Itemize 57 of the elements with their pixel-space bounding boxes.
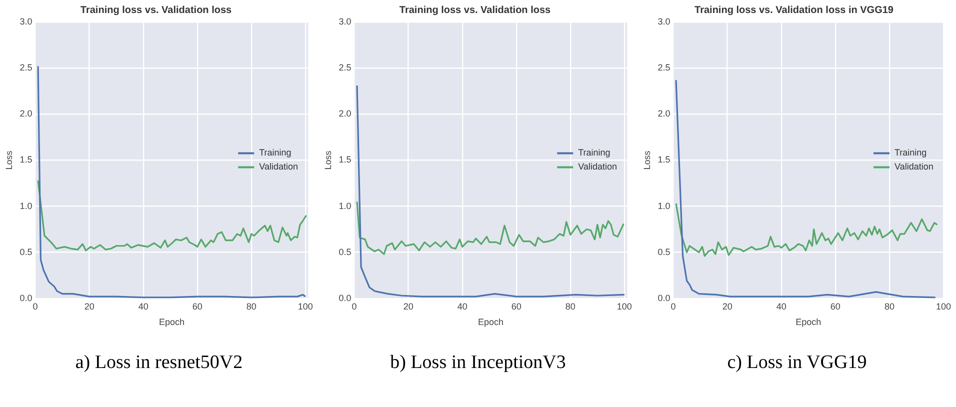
legend-label: Training — [259, 148, 292, 158]
y-tick-label: 3.0 — [338, 16, 352, 26]
x-tick-label: 40 — [457, 301, 468, 312]
y-tick-label: 2.0 — [20, 108, 32, 119]
y-tick-label: 1.0 — [658, 200, 670, 211]
legend-label: Validation — [259, 162, 298, 172]
x-tick-label: 0 — [32, 301, 38, 312]
y-axis-title: Loss — [4, 150, 14, 170]
chart-title: Training loss vs. Validation loss — [399, 4, 552, 16]
text: a) Loss in resnet50V2 — [74, 352, 244, 374]
x-tick-label: 40 — [776, 301, 786, 312]
y-axis-title: Loss — [642, 150, 652, 170]
x-axis-title: Epoch — [158, 317, 184, 328]
y-tick-label: 2.0 — [338, 108, 352, 119]
x-tick-label: 60 — [830, 301, 840, 312]
x-tick-label: 80 — [884, 301, 894, 312]
y-axis-title: Loss — [322, 150, 333, 170]
x-tick-label: 0 — [670, 301, 676, 312]
x-tick-label: 60 — [511, 301, 522, 312]
y-tick-label: 2.0 — [658, 108, 670, 119]
x-tick-label: 20 — [403, 301, 414, 312]
y-tick-label: 0.5 — [338, 246, 352, 257]
x-tick-label: 80 — [565, 301, 576, 312]
x-axis-title: Epoch — [478, 317, 504, 328]
y-tick-label: 0.5 — [658, 246, 670, 257]
y-tick-label: 1.5 — [20, 154, 32, 165]
legend-label: Training — [578, 148, 610, 158]
y-tick-label: 3.0 — [658, 16, 670, 26]
legend-label: Training — [894, 148, 927, 158]
text: c) Loss in VGG19 — [726, 352, 868, 374]
y-tick-label: 2.5 — [658, 62, 670, 73]
y-tick-label: 0.0 — [658, 292, 670, 303]
y-tick-label: 0.0 — [20, 292, 32, 303]
legend-label: Validation — [578, 162, 618, 172]
y-tick-label: 0.5 — [20, 246, 32, 257]
y-tick-label: 3.0 — [20, 16, 32, 26]
x-tick-label: 100 — [298, 301, 313, 312]
x-tick-label: 100 — [936, 301, 952, 312]
x-tick-label: 20 — [84, 301, 94, 312]
y-tick-label: 1.5 — [658, 154, 670, 165]
text: b) Loss in InceptionV3 — [389, 352, 567, 374]
y-tick-label: 1.0 — [20, 200, 32, 211]
x-tick-label: 20 — [722, 301, 732, 312]
y-tick-label: 1.0 — [338, 200, 352, 211]
chart-title: Training loss vs. Validation loss — [80, 4, 232, 16]
y-tick-label: 2.5 — [20, 62, 32, 73]
x-tick-label: 40 — [138, 301, 148, 312]
x-tick-label: 0 — [352, 301, 357, 312]
legend-label: Validation — [894, 162, 934, 172]
y-tick-label: 0.0 — [338, 292, 352, 303]
y-tick-label: 1.5 — [338, 154, 352, 165]
x-tick-label: 80 — [246, 301, 256, 312]
y-tick-label: 2.5 — [338, 62, 352, 73]
x-tick-label: 100 — [616, 301, 632, 312]
chart-title: Training loss vs. Validation loss in VGG19 — [694, 4, 894, 16]
x-tick-label: 60 — [192, 301, 202, 312]
x-axis-title: Epoch — [796, 317, 822, 328]
